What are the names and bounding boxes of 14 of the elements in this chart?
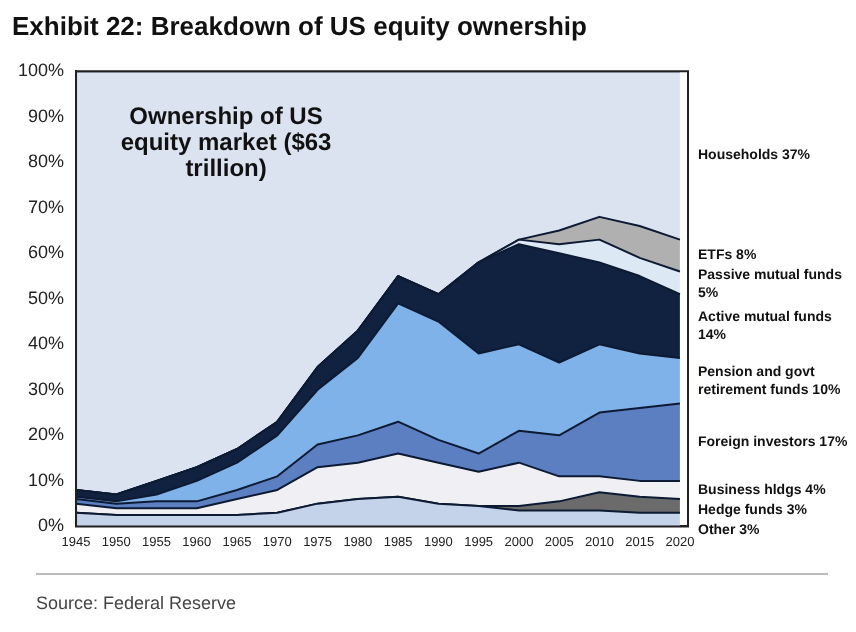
- y-tick-label: 60%: [28, 242, 65, 263]
- y-tick-label: 100%: [17, 60, 65, 81]
- y-tick-label: 30%: [28, 378, 65, 399]
- y-tick-label: 80%: [28, 151, 65, 172]
- y-tick-label: 90%: [28, 105, 65, 126]
- y-tick-label: 0%: [38, 515, 65, 536]
- y-tick-label: 70%: [28, 196, 65, 217]
- y-tick-label: 40%: [28, 333, 65, 354]
- chart-title: Exhibit 22: Breakdown of US equity ownership: [12, 10, 588, 41]
- y-tick-label: 10%: [28, 469, 65, 490]
- source-note: Source: Federal Reserve: [36, 592, 237, 613]
- annotation: Ownership of US equity market ($63 trillion): [120, 101, 333, 182]
- y-tick-label: 20%: [28, 424, 65, 445]
- y-tick-label: 50%: [28, 287, 65, 308]
